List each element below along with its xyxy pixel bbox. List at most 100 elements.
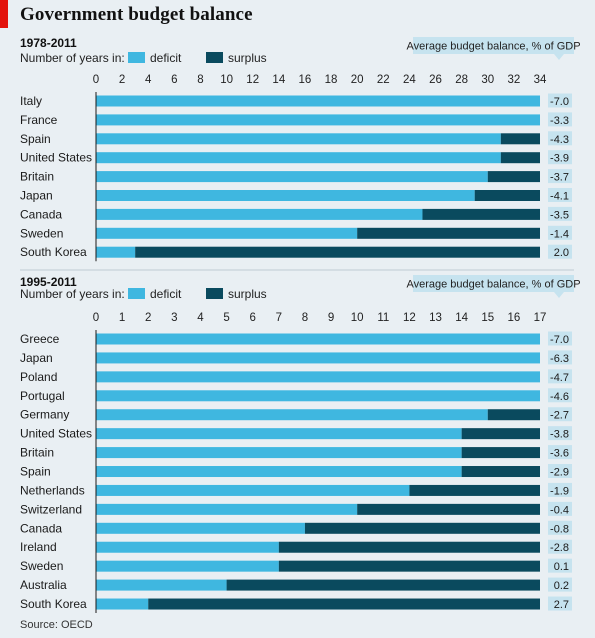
avg-value-box xyxy=(548,577,572,592)
avg-value: -2.9 xyxy=(550,467,569,479)
bar-row: Portugal -4.6 xyxy=(20,388,572,403)
bar-surplus xyxy=(357,503,540,515)
x-tick-label: 17 xyxy=(534,312,547,324)
bar-row: Japan -6.3 xyxy=(20,350,572,365)
x-tick-label: 28 xyxy=(455,74,468,86)
bar-deficit xyxy=(96,95,540,107)
x-tick-label: 12 xyxy=(403,312,416,324)
category-label: Netherlands xyxy=(20,483,85,497)
bar-surplus xyxy=(357,227,540,239)
category-label: South Korea xyxy=(20,245,87,259)
category-label: Spain xyxy=(20,465,51,479)
avg-balance-header-box xyxy=(413,275,574,298)
avg-value: -3.5 xyxy=(550,209,569,221)
bar-surplus xyxy=(500,152,540,164)
legend-label-deficit: deficit xyxy=(150,287,182,301)
bar-row: Australia 0.2 xyxy=(20,577,572,592)
x-tick-label: 6 xyxy=(171,74,177,86)
bar-surplus xyxy=(135,246,541,258)
category-label: Italy xyxy=(20,94,42,108)
measure-label: Number of years in: xyxy=(20,51,125,65)
x-tick-label: 10 xyxy=(220,74,233,86)
bar-deficit xyxy=(96,484,410,496)
avg-value: 0.1 xyxy=(554,561,569,573)
x-tick-label: 10 xyxy=(351,312,364,324)
category-label: Germany xyxy=(20,408,69,422)
bar-deficit xyxy=(96,522,305,534)
avg-value-box xyxy=(548,93,572,108)
bar-deficit xyxy=(96,579,227,591)
bar-deficit xyxy=(96,352,540,364)
bar-row: France -3.3 xyxy=(20,112,572,127)
legend-swatch-surplus xyxy=(206,288,223,299)
avg-value: -4.7 xyxy=(550,372,569,384)
avg-value: 0.2 xyxy=(554,580,569,592)
bar-surplus xyxy=(461,466,540,478)
x-tick-label: 12 xyxy=(246,74,259,86)
category-label: Portugal xyxy=(20,389,65,403)
bar-row: Sweden 0.1 xyxy=(20,558,572,573)
x-tick-label: 14 xyxy=(455,312,468,324)
bar-deficit xyxy=(96,114,540,126)
x-tick-label: 3 xyxy=(171,312,177,324)
category-label: Japan xyxy=(20,351,53,365)
bar-row: Japan -4.1 xyxy=(20,188,572,203)
avg-value-box xyxy=(548,369,572,384)
avg-value-box xyxy=(548,188,572,202)
bar-deficit xyxy=(96,133,501,145)
category-label: Britain xyxy=(20,170,54,184)
bar-surplus xyxy=(461,447,540,459)
x-tick-label: 30 xyxy=(481,74,494,86)
x-tick-label: 22 xyxy=(377,74,390,86)
avg-value: -1.9 xyxy=(550,485,569,497)
category-label: Poland xyxy=(20,370,57,384)
x-tick-label: 16 xyxy=(507,312,520,324)
bar-deficit xyxy=(96,371,540,383)
x-tick-label: 0 xyxy=(93,74,99,86)
category-label: Ireland xyxy=(20,540,57,554)
bar-surplus xyxy=(304,522,540,534)
panel-period-title: 1995-2011 xyxy=(20,275,77,289)
avg-value: -0.4 xyxy=(550,504,569,516)
category-label: France xyxy=(20,113,58,127)
x-tick-label: 8 xyxy=(302,312,308,324)
bar-surplus xyxy=(487,409,540,421)
category-label: Greece xyxy=(20,332,60,346)
bar-row: Poland -4.7 xyxy=(20,369,572,384)
bar-row: Italy -7.0 xyxy=(20,93,572,108)
x-tick-label: 18 xyxy=(325,74,338,86)
x-tick-label: 8 xyxy=(197,74,203,86)
avg-value: -2.7 xyxy=(550,410,569,422)
x-tick-label: 5 xyxy=(223,312,229,324)
x-tick-label: 9 xyxy=(328,312,334,324)
category-label: South Korea xyxy=(20,597,87,611)
bar-deficit xyxy=(96,227,358,239)
bar-deficit xyxy=(96,503,358,515)
avg-value-box xyxy=(548,225,572,240)
bar-surplus xyxy=(278,560,540,572)
avg-value-box xyxy=(548,350,572,365)
x-tick-label: 34 xyxy=(534,74,547,86)
avg-value: -7.0 xyxy=(550,96,569,108)
avg-value: -2.8 xyxy=(550,542,569,554)
avg-value-box xyxy=(548,482,572,497)
bar-surplus xyxy=(409,484,540,496)
panel-period-title: 1978-2011 xyxy=(20,36,77,50)
bar-surplus xyxy=(226,579,540,591)
legend-label-surplus: surplus xyxy=(228,51,267,65)
bar-row: South Korea 2.7 xyxy=(20,596,572,611)
x-tick-label: 11 xyxy=(377,312,389,324)
avg-value-box xyxy=(548,131,572,146)
avg-value-box xyxy=(548,501,572,516)
category-label: United States xyxy=(20,151,92,165)
x-tick-label: 32 xyxy=(507,74,520,86)
avg-value-box xyxy=(548,520,572,535)
legend-swatch-surplus xyxy=(206,52,223,63)
avg-value: -7.0 xyxy=(550,334,569,346)
avg-value: -4.1 xyxy=(550,191,569,203)
bar-row: South Korea 2.0 xyxy=(20,244,572,259)
bar-surplus xyxy=(148,598,540,610)
avg-value: -3.9 xyxy=(550,153,569,165)
bar-deficit xyxy=(96,246,136,258)
